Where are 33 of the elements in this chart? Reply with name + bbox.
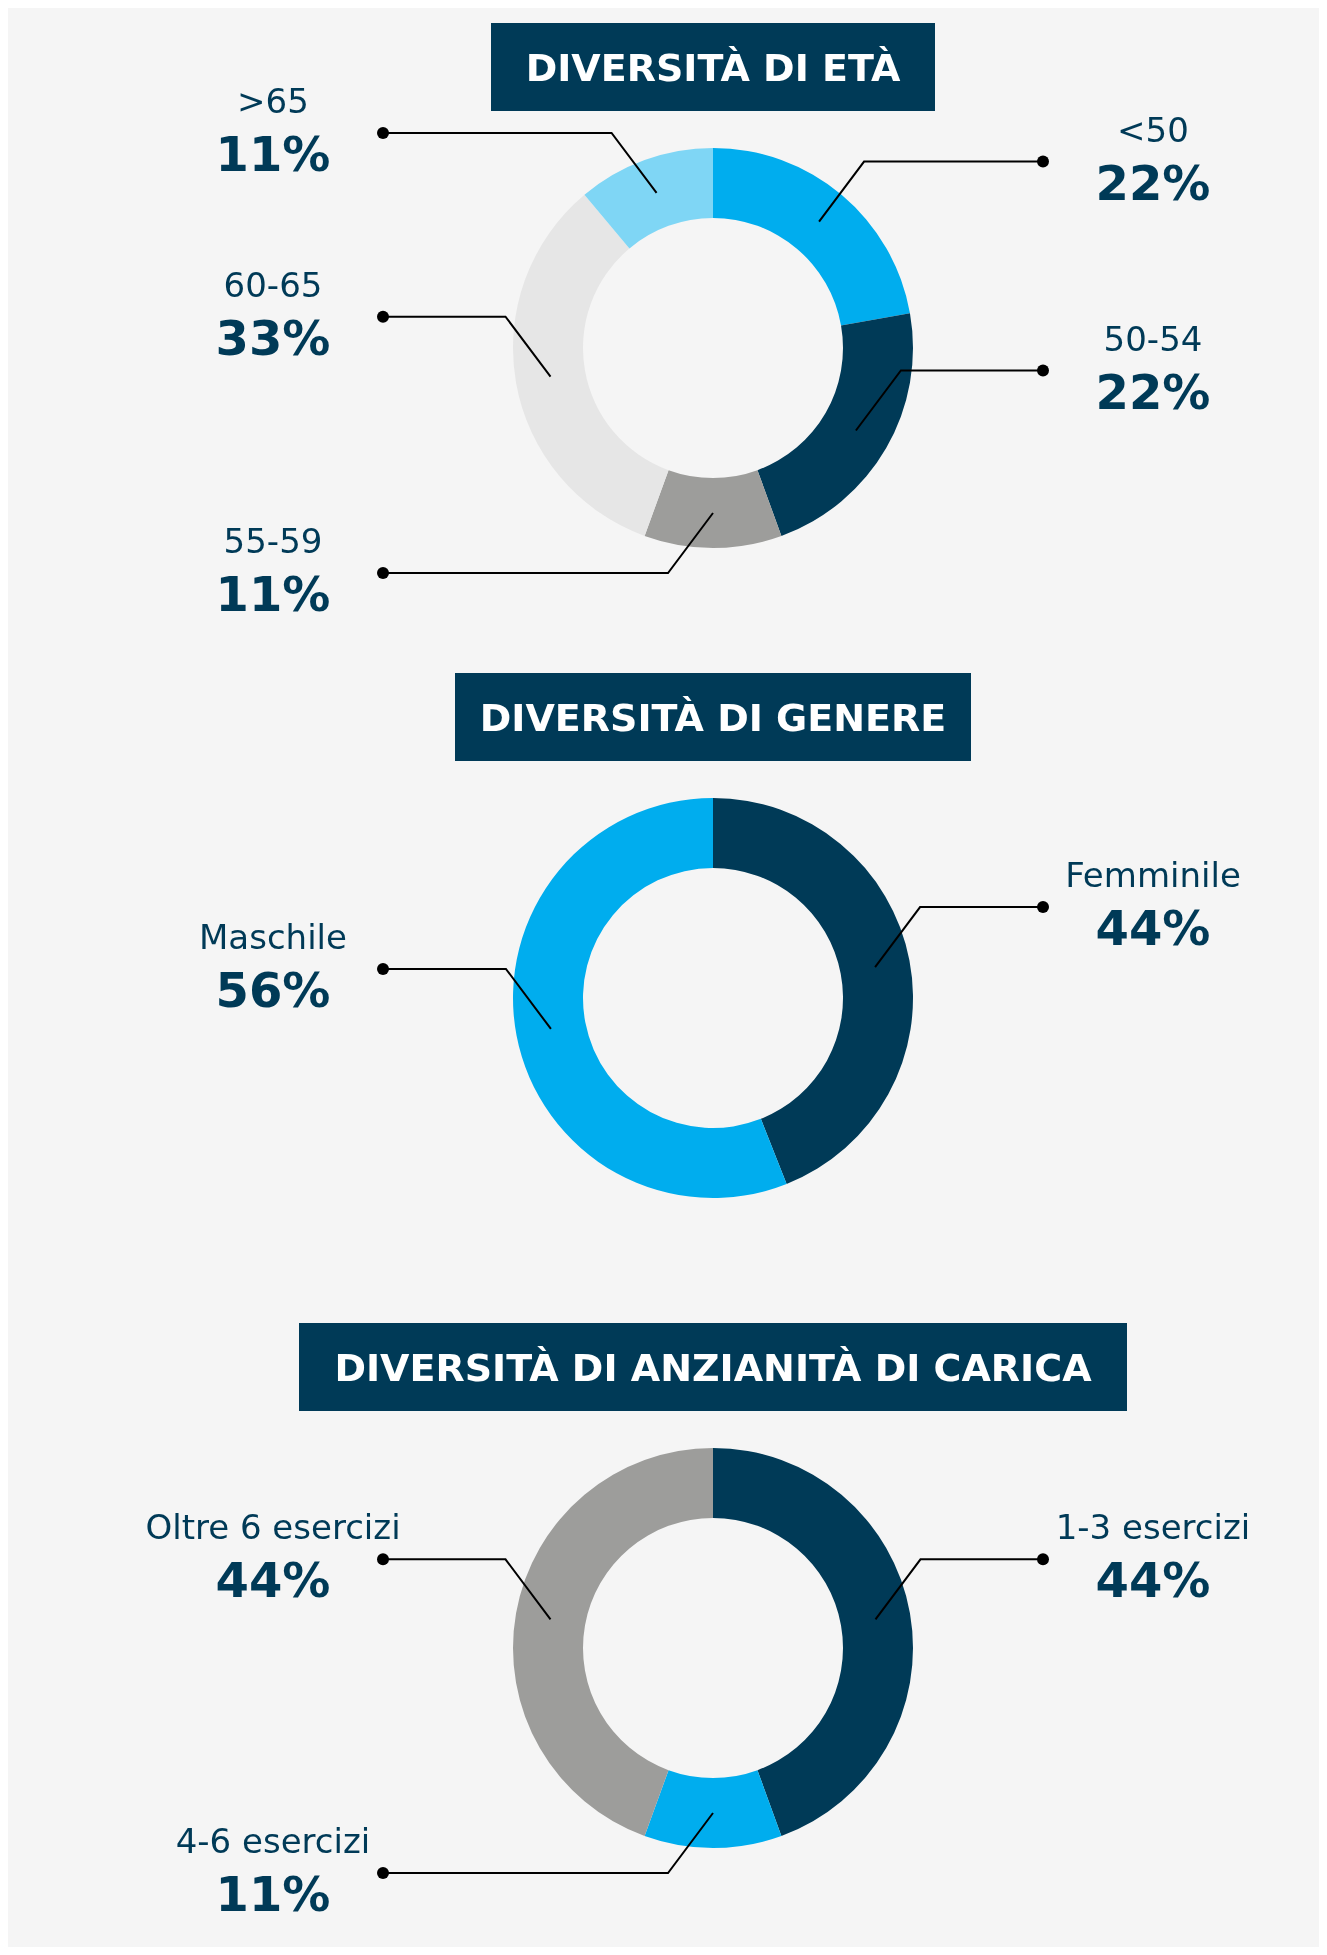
chart-title: DIVERSITÀ DI ANZIANITÀ DI CARICA xyxy=(334,1346,1093,1390)
data-label: 44% xyxy=(1095,900,1211,957)
data-label: 44% xyxy=(1095,1552,1211,1609)
data-label: 11% xyxy=(215,1866,331,1922)
slice-label: 4-6 esercizi xyxy=(175,1821,371,1861)
donut-slice xyxy=(513,798,787,1198)
chart-title: DIVERSITÀ DI GENERE xyxy=(479,696,947,740)
slice-label: 50-54 xyxy=(1103,318,1203,359)
slice-label: Maschile xyxy=(199,916,347,957)
donut-slice xyxy=(513,1448,713,1836)
chart-title: DIVERSITÀ DI ETÀ xyxy=(525,46,901,90)
data-label: 11% xyxy=(215,566,331,622)
slice-label: Femminile xyxy=(1065,855,1241,896)
donut-slice xyxy=(644,1770,782,1848)
donut-slice xyxy=(713,1448,913,1836)
donut-slice xyxy=(513,194,669,536)
slice-label: 55-59 xyxy=(223,521,323,561)
slice-label: 1-3 esercizi xyxy=(1055,1507,1251,1548)
data-label: 44% xyxy=(215,1552,331,1609)
donut-slice xyxy=(713,148,910,326)
slice-label: Oltre 6 esercizi xyxy=(145,1507,401,1548)
data-label: 33% xyxy=(215,309,331,366)
slice-label: >65 xyxy=(237,80,309,121)
donut-slice xyxy=(584,148,713,249)
slice-label: <50 xyxy=(1117,109,1189,150)
slice-label: 60-65 xyxy=(223,264,323,305)
donut-slice xyxy=(757,313,913,536)
data-label: 56% xyxy=(215,961,331,1018)
donut-slice xyxy=(713,798,913,1184)
data-label: 22% xyxy=(1095,154,1211,211)
data-label: 11% xyxy=(215,125,331,182)
donut-slice xyxy=(644,470,782,548)
data-label: 22% xyxy=(1095,363,1211,420)
